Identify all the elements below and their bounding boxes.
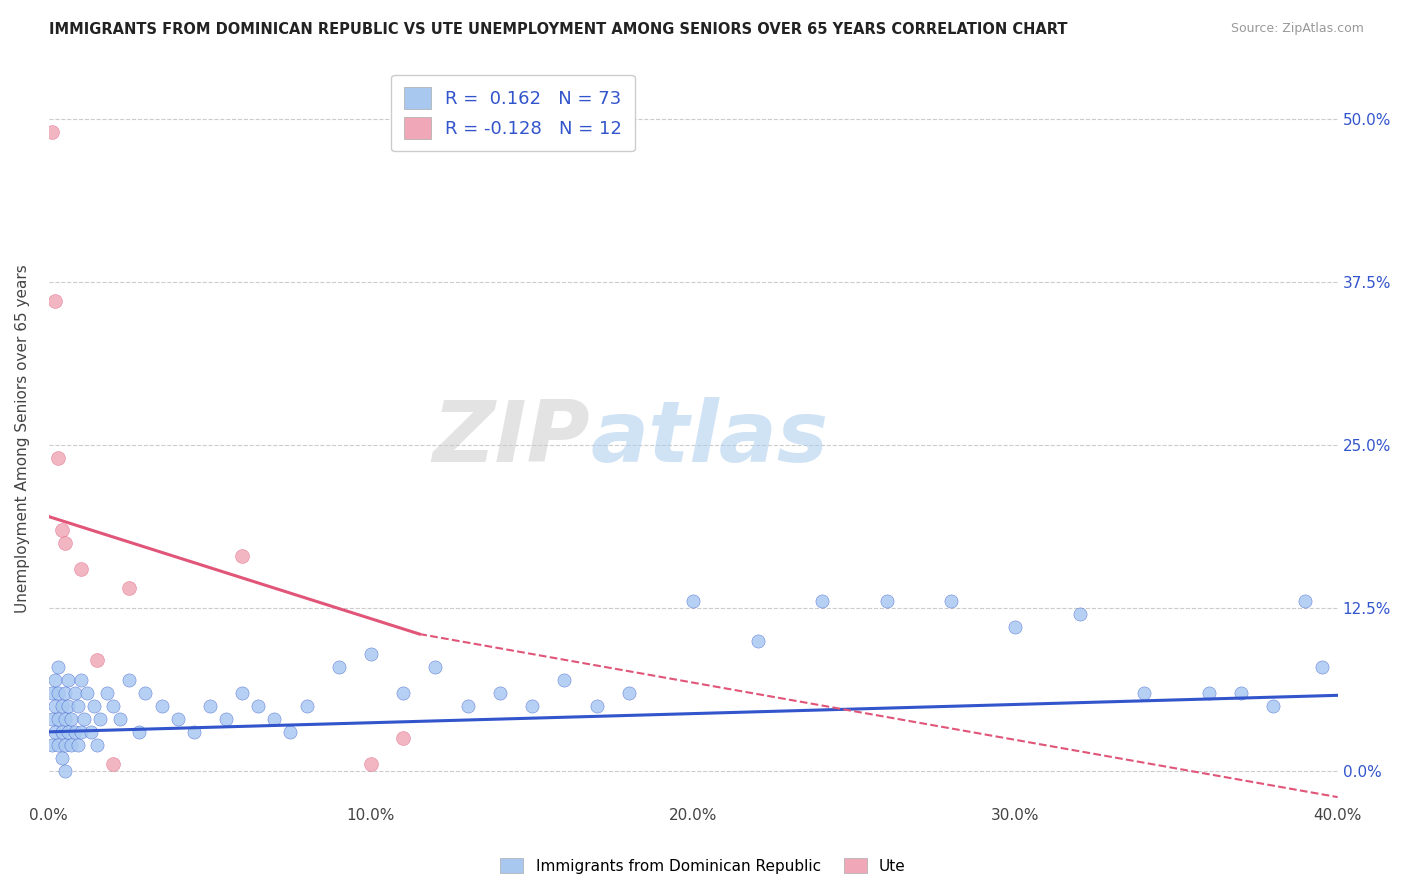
- Point: [328, 659, 350, 673]
- Point: [53, 764, 76, 778]
- Point: [89, 712, 111, 726]
- Point: [60, 712, 83, 726]
- Point: [44, 724, 66, 739]
- Point: [48, 686, 70, 700]
- Point: [70, 724, 93, 739]
- Point: [48, 712, 70, 726]
- Point: [41, 738, 63, 752]
- Point: [41, 686, 63, 700]
- Legend: R =  0.162   N = 73, R = -0.128   N = 12: R = 0.162 N = 73, R = -0.128 N = 12: [391, 75, 634, 152]
- Point: [70, 562, 93, 576]
- Point: [83, 698, 105, 713]
- Point: [63, 724, 86, 739]
- Point: [231, 686, 253, 700]
- Point: [96, 686, 118, 700]
- Point: [44, 673, 66, 687]
- Point: [134, 686, 156, 700]
- Point: [48, 450, 70, 465]
- Point: [425, 659, 447, 673]
- Text: IMMIGRANTS FROM DOMINICAN REPUBLIC VS UTE UNEMPLOYMENT AMONG SENIORS OVER 65 YEA: IMMIGRANTS FROM DOMINICAN REPUBLIC VS UT…: [49, 22, 1067, 37]
- Point: [103, 757, 125, 772]
- Text: Source: ZipAtlas.com: Source: ZipAtlas.com: [1230, 22, 1364, 36]
- Point: [44, 294, 66, 309]
- Point: [48, 659, 70, 673]
- Text: ZIP: ZIP: [433, 397, 591, 480]
- Point: [60, 738, 83, 752]
- Point: [1133, 686, 1156, 700]
- Point: [51, 523, 73, 537]
- Point: [79, 724, 101, 739]
- Point: [360, 647, 382, 661]
- Point: [73, 712, 96, 726]
- Point: [48, 738, 70, 752]
- Point: [1004, 620, 1026, 634]
- Point: [1263, 698, 1285, 713]
- Text: atlas: atlas: [591, 397, 828, 480]
- Point: [86, 738, 108, 752]
- Point: [150, 698, 173, 713]
- Point: [41, 712, 63, 726]
- Point: [520, 698, 543, 713]
- Point: [1310, 659, 1333, 673]
- Point: [1230, 686, 1253, 700]
- Legend: Immigrants from Dominican Republic, Ute: Immigrants from Dominican Republic, Ute: [495, 852, 911, 880]
- Point: [215, 712, 238, 726]
- Point: [56, 698, 79, 713]
- Point: [489, 686, 512, 700]
- Point: [53, 738, 76, 752]
- Point: [617, 686, 640, 700]
- Point: [360, 757, 382, 772]
- Point: [53, 535, 76, 549]
- Point: [1294, 594, 1316, 608]
- Point: [939, 594, 962, 608]
- Point: [553, 673, 575, 687]
- Point: [118, 582, 141, 596]
- Point: [247, 698, 270, 713]
- Point: [76, 686, 98, 700]
- Point: [51, 698, 73, 713]
- Point: [231, 549, 253, 563]
- Point: [263, 712, 285, 726]
- Point: [53, 686, 76, 700]
- Point: [457, 698, 479, 713]
- Point: [128, 724, 150, 739]
- Point: [51, 724, 73, 739]
- Point: [63, 686, 86, 700]
- Point: [66, 738, 89, 752]
- Point: [585, 698, 607, 713]
- Y-axis label: Unemployment Among Seniors over 65 years: Unemployment Among Seniors over 65 years: [15, 264, 30, 613]
- Point: [295, 698, 318, 713]
- Point: [56, 673, 79, 687]
- Point: [53, 712, 76, 726]
- Point: [118, 673, 141, 687]
- Point: [108, 712, 131, 726]
- Point: [70, 673, 93, 687]
- Point: [392, 686, 415, 700]
- Point: [41, 125, 63, 139]
- Point: [103, 698, 125, 713]
- Point: [166, 712, 188, 726]
- Point: [876, 594, 898, 608]
- Point: [44, 698, 66, 713]
- Point: [183, 724, 205, 739]
- Point: [811, 594, 834, 608]
- Point: [1198, 686, 1220, 700]
- Point: [198, 698, 221, 713]
- Point: [1069, 607, 1091, 622]
- Point: [280, 724, 302, 739]
- Point: [51, 751, 73, 765]
- Point: [56, 724, 79, 739]
- Point: [392, 731, 415, 746]
- Point: [86, 653, 108, 667]
- Point: [747, 633, 769, 648]
- Point: [66, 698, 89, 713]
- Point: [682, 594, 704, 608]
